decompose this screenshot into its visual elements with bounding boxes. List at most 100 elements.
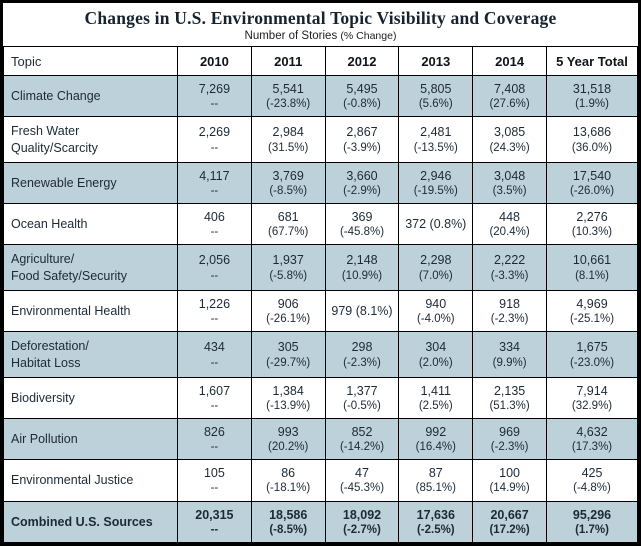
value-cell: 852 (-14.2%) (324, 418, 400, 461)
value-cell: 304 (2.0%) (398, 331, 474, 378)
value-cell: 10,661 (8.1%) (546, 244, 638, 292)
row-topic: Agriculture/ Food Safety/Security (3, 244, 178, 292)
value-cell: 18,092 (-2.7%) (324, 500, 400, 544)
value-cell: 425 (-4.8%) (546, 459, 638, 502)
value-cell: 969 (-2.3%) (472, 418, 547, 461)
table-title: Changes in U.S. Environmental Topic Visi… (84, 8, 557, 28)
value-cell: 5,541 (-23.8%) (250, 74, 326, 118)
value-cell: 3,085 (24.3%) (472, 116, 547, 163)
table-row: Deforestation/ Habitat Loss 434 -- 305 (-29.… (3, 331, 638, 378)
table-row: Agriculture/ Food Safety/Security 2,056 --… (3, 244, 638, 292)
value-cell: 17,636 (-2.5%) (398, 500, 474, 544)
value-cell: 7,408 (27.6%) (472, 74, 547, 118)
value-cell: 1,675 (-23.0%) (546, 331, 638, 378)
row-topic: Renewable Energy (3, 161, 178, 205)
value-cell: 18,586 (-8.5%) (250, 500, 326, 544)
value-cell: 86 (-18.1%) (250, 459, 326, 502)
row-topic: Biodiversity (3, 376, 178, 420)
value-cell: 1,937 (-5.8%) (250, 244, 326, 292)
value-cell: 47 (-45.3%) (324, 459, 400, 502)
row-topic: Ocean Health (3, 203, 178, 246)
value-cell: 1,384 (-13.9%) (250, 376, 326, 420)
value-cell: 2,276 (10.3%) (546, 203, 638, 246)
row-topic: Environmental Health (3, 290, 178, 333)
value-cell: 87 (85.1%) (398, 459, 474, 502)
value-cell: 369 (-45.8%) (324, 203, 400, 246)
column-header-topic: Topic (3, 46, 178, 76)
row-topic: Environmental Justice (3, 459, 178, 502)
value-cell: 298 (-2.3%) (324, 331, 400, 378)
value-cell: 13,686 (36.0%) (546, 116, 638, 163)
table-row: Air Pollution 826 -- 993 (20.2%) 852 (-14.2%) 9… (3, 418, 638, 461)
table-row: Biodiversity 1,607 -- 1,384 (-13.9%) 1,377 (-0… (3, 376, 638, 420)
value-cell: 7,914 (32.9%) (546, 376, 638, 420)
value-cell: 940 (-4.0%) (398, 290, 474, 333)
value-cell: 406 -- (177, 203, 252, 246)
value-cell: 5,805 (5.6%) (398, 74, 474, 118)
value-cell: 95,296 (1.7%) (546, 500, 638, 544)
value-cell: 918 (-2.3%) (472, 290, 547, 333)
value-cell: 100 (14.9%) (472, 459, 547, 502)
value-cell: 993 (20.2%) (250, 418, 326, 461)
value-cell: 4,117 -- (177, 161, 252, 205)
value-cell: 7,269 -- (177, 74, 252, 118)
value-cell: 2,298 (7.0%) (398, 244, 474, 292)
value-cell: 2,135 (51.3%) (472, 376, 547, 420)
value-cell: 3,769 (-8.5%) (250, 161, 326, 205)
title-block: Changes in U.S. Environmental Topic Visi… (3, 3, 638, 46)
value-cell: 31,518 (1.9%) (546, 74, 638, 118)
value-cell: 1,377 (-0.5%) (324, 376, 400, 420)
value-cell: 826 -- (177, 418, 252, 461)
value-cell: 105 -- (177, 459, 252, 502)
row-topic: Deforestation/ Habitat Loss (3, 331, 178, 378)
value-cell: 681 (67.7%) (250, 203, 326, 246)
value-cell: 448 (20.4%) (472, 203, 547, 246)
value-cell: 1,411 (2.5%) (398, 376, 474, 420)
value-cell: 1,226 -- (177, 290, 252, 333)
row-topic: Climate Change (3, 74, 178, 118)
value-cell: 372 (0.8%) (398, 203, 474, 246)
value-cell: 5,495 (-0.8%) (324, 74, 400, 118)
total-row: Combined U.S. Sources 20,315 -- 18,586 (-8.5… (3, 500, 638, 544)
value-cell: 906 (-26.1%) (250, 290, 326, 333)
subtitle-note: (% Change) (340, 30, 397, 42)
value-cell: 2,946 (-19.5%) (398, 161, 474, 205)
value-cell: 17,540 (-26.0%) (546, 161, 638, 205)
value-cell: 2,481 (-13.5%) (398, 116, 474, 163)
row-topic: Air Pollution (3, 418, 178, 461)
value-cell: 4,632 (17.3%) (546, 418, 638, 461)
table-subtitle: Number of Stories (% Change) (7, 30, 634, 42)
value-cell: 334 (9.9%) (472, 331, 547, 378)
table-row: Fresh Water Quality/Scarcity 2,269 -- 2,984… (3, 116, 638, 163)
value-cell: 20,315 -- (177, 500, 252, 544)
table-row: Climate Change 7,269 -- 5,541 (-23.8%) 5,495(… (3, 74, 638, 118)
value-cell: 2,056 -- (177, 244, 252, 292)
column-header-2012: 2012 (324, 46, 400, 76)
column-header-2014: 2014 (472, 46, 547, 76)
column-header-2013: 2013 (398, 46, 474, 76)
value-cell: 4,969 (-25.1%) (546, 290, 638, 333)
value-cell: 2,269 -- (177, 116, 252, 163)
value-cell: 979 (8.1%) (324, 290, 400, 333)
column-header-2010: 2010 (177, 46, 252, 76)
value-cell: 20,667 (17.2%) (472, 500, 547, 544)
value-cell: 2,148 (10.9%) (324, 244, 400, 292)
header-row: Topic 2010 2011 2012 2013 2014 5 Year Total (3, 46, 638, 76)
value-cell: 305 (-29.7%) (250, 331, 326, 378)
value-cell: 1,607 -- (177, 376, 252, 420)
value-cell: 2,867 (-3.9%) (324, 116, 400, 163)
table-row: Renewable Energy 4,117 -- 3,769 (-8.5%) 3,660… (3, 161, 638, 205)
subtitle-main: Number of Stories (244, 30, 338, 42)
row-topic: Fresh Water Quality/Scarcity (3, 116, 178, 163)
value-cell: 992 (16.4%) (398, 418, 474, 461)
column-header-2011: 2011 (250, 46, 326, 76)
value-cell: 2,984 (31.5%) (250, 116, 326, 163)
table-row: Environmental Health 1,226 -- 906 (-26.1%) 97… (3, 290, 638, 333)
value-cell: 2,222 (-3.3%) (472, 244, 547, 292)
value-cell: 3,048 (3.5%) (472, 161, 547, 205)
value-cell: 3,660 (-2.9%) (324, 161, 400, 205)
value-cell: 434 -- (177, 331, 252, 378)
column-header-5-year-total: 5 Year Total (546, 46, 638, 76)
row-topic: Combined U.S. Sources (3, 500, 178, 544)
